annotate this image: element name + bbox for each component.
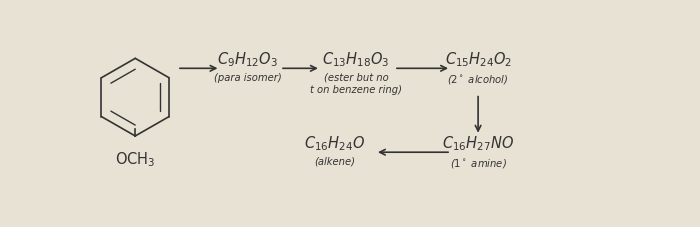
Text: ($2^\circ$ alcohol): ($2^\circ$ alcohol) [447, 73, 509, 86]
Text: $C_9H_{12}O_3$: $C_9H_{12}O_3$ [217, 50, 278, 69]
Text: (ester but no
t on benzene ring): (ester but no t on benzene ring) [310, 73, 402, 95]
Text: ($1^\circ$ amine): ($1^\circ$ amine) [449, 157, 507, 170]
Text: $C_{15}H_{24}O_2$: $C_{15}H_{24}O_2$ [444, 50, 512, 69]
Text: $C_{13}H_{18}O_3$: $C_{13}H_{18}O_3$ [323, 50, 390, 69]
Text: (para isomer): (para isomer) [214, 73, 281, 83]
Text: OCH$_3$: OCH$_3$ [115, 151, 155, 169]
Text: $C_{16}H_{24}O$: $C_{16}H_{24}O$ [304, 134, 365, 153]
Text: (alkene): (alkene) [314, 157, 355, 167]
Text: $C_{16}H_{27}NO$: $C_{16}H_{27}NO$ [442, 134, 514, 153]
